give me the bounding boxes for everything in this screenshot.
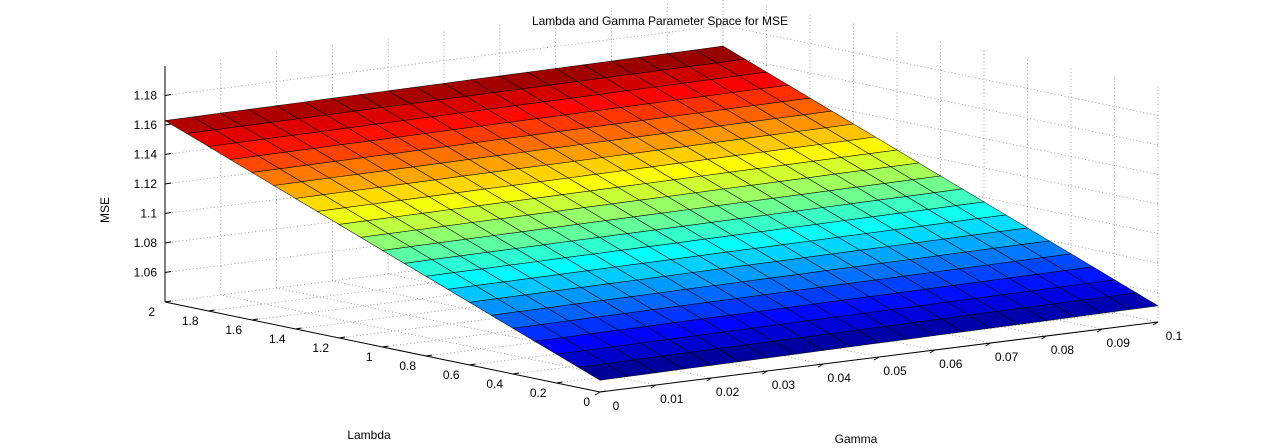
lambda-tick-label: 1.2 [312, 341, 329, 355]
gamma-tick [762, 370, 768, 375]
x-axis-title: Gamma [835, 432, 878, 446]
mse-tick-label: 1.08 [134, 236, 158, 250]
mse-tick [164, 241, 172, 244]
mse-tick [164, 182, 172, 185]
lambda-tick-label: 0.4 [486, 377, 503, 391]
lambda-tick-label: 1.4 [269, 332, 286, 346]
z-axis-title: MSE [98, 197, 112, 223]
lambda-tick [208, 309, 215, 312]
side-wall-grid-line [722, 143, 1159, 234]
lambda-tick [338, 336, 346, 339]
mse-tick [164, 153, 172, 155]
lambda-tick [556, 381, 563, 384]
lambda-tick-label: 1.8 [182, 314, 199, 328]
gamma-tick-label: 0.01 [660, 392, 684, 406]
mse-tick [164, 123, 172, 126]
gamma-tick-label: 0.09 [1107, 336, 1131, 350]
mse-tick-label: 1.14 [134, 148, 158, 162]
gamma-tick [873, 356, 880, 361]
mse-tick-label: 1.06 [134, 266, 158, 280]
lambda-tick [599, 390, 607, 393]
mse-tick-label: 1.12 [134, 177, 158, 191]
gamma-tick [985, 342, 991, 347]
gamma-tick [929, 349, 936, 354]
gamma-tick-label: 0.03 [772, 378, 796, 392]
mse-tick [164, 212, 172, 214]
gamma-tick [706, 377, 712, 382]
lambda-tick [382, 345, 389, 348]
gamma-tick-label: 0.07 [995, 350, 1019, 364]
y-axis-title: Lambda [347, 428, 391, 442]
lambda-tick-label: 0.8 [399, 359, 416, 373]
lambda-tick [295, 327, 302, 330]
gamma-tick-label: 0.04 [828, 371, 852, 385]
gamma-tick [1041, 335, 1047, 340]
gamma-tick-label: 0.08 [1051, 343, 1075, 357]
gamma-tick-label: 0.1 [1166, 329, 1183, 343]
lambda-tick-label: 1.6 [225, 323, 242, 337]
gamma-tick [817, 363, 824, 368]
side-wall-grid-line [722, 25, 1159, 116]
gamma-tick [594, 391, 601, 396]
gamma-tick [1096, 328, 1103, 333]
side-wall-grid-line [722, 84, 1159, 175]
surface-patch [1107, 292, 1159, 310]
gamma-tick-label: 0.02 [716, 385, 740, 399]
gamma-tick [1152, 321, 1159, 326]
side-wall-grid-line [722, 172, 1159, 264]
lambda-tick [469, 363, 476, 366]
lambda-tick-label: 2 [148, 305, 155, 319]
side-wall-grid-line [722, 54, 1159, 146]
lambda-tick-label: 0 [583, 395, 590, 409]
mse-tick [164, 94, 172, 96]
mse-tick [164, 271, 172, 273]
surface-layer [164, 45, 1159, 381]
mse-tick-label: 1.18 [134, 89, 158, 103]
gamma-tick-label: 0.06 [939, 357, 963, 371]
side-wall-grid-line [722, 113, 1159, 205]
lambda-tick [512, 372, 520, 375]
lambda-tick [425, 354, 433, 357]
tick-layer: 0 0.01 0.02 0.03 0.04 0.05 0.06 0.07 0.08 0.09 0.1… [134, 89, 1183, 414]
mse-tick-label: 1.1 [140, 207, 157, 221]
lambda-tick-label: 1 [366, 350, 373, 364]
gamma-tick [650, 384, 657, 389]
mse-tick-label: 1.16 [134, 118, 158, 132]
chart-title: Lambda and Gamma Parameter Space for MSE [532, 14, 788, 28]
lambda-tick [251, 318, 259, 321]
lambda-tick-label: 0.6 [443, 368, 460, 382]
gamma-tick-label: 0.05 [883, 364, 907, 378]
lambda-tick-label: 0.2 [530, 386, 547, 400]
lambda-tick [164, 300, 172, 303]
gamma-tick-label: 0 [613, 399, 620, 413]
